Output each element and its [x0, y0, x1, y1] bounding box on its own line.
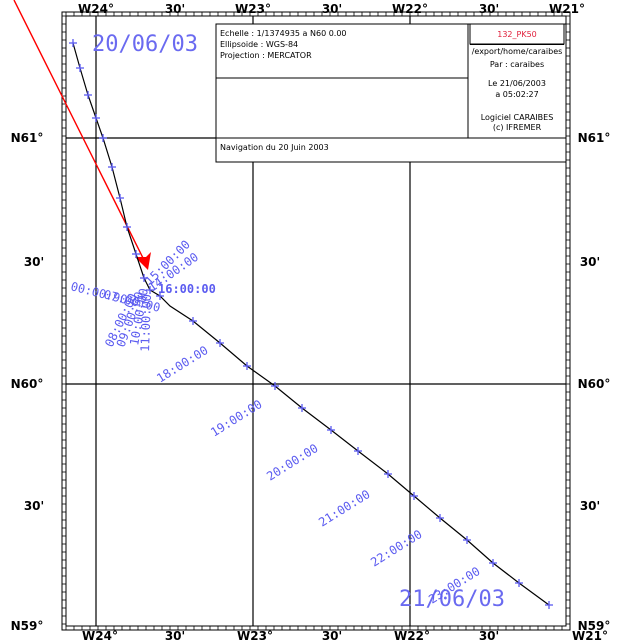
- copyright-text: (c) IFREMER: [493, 123, 542, 132]
- time-label-2100: 21:00:00: [316, 487, 372, 530]
- time-label-2200: 22:00:00: [368, 527, 424, 570]
- bottom-label-w22: W22°: [394, 629, 430, 642]
- bottom-label-30b: 30': [322, 629, 342, 642]
- right-label-n61: N61°: [578, 131, 611, 145]
- frame-ticks: [62, 12, 570, 630]
- right-label-30a: 30': [580, 255, 600, 269]
- bottom-label-w21: W21°: [572, 629, 608, 642]
- end-date-label: 21/06/03: [399, 587, 505, 612]
- left-label-n61: N61°: [11, 131, 44, 145]
- right-label-30b: 30': [580, 499, 600, 513]
- top-label-w22: W22°: [392, 2, 428, 16]
- export-path-text: /export/home/caraibes: [472, 47, 563, 56]
- left-label-n59: N59°: [11, 619, 44, 633]
- scale-text: Echelle : 1/1374935 a N60 0.00: [220, 29, 347, 38]
- top-axis-labels: W24° 30' W23° 30' W22° 30' W21°: [78, 2, 585, 16]
- bottom-label-30a: 30': [165, 629, 185, 642]
- left-label-n60: N60°: [11, 377, 44, 391]
- top-label-30c: 30': [479, 2, 499, 16]
- map-frame: [61, 11, 571, 631]
- left-axis-labels: N61° 30' N60° 30' N59°: [11, 131, 45, 633]
- time-label-1500: 16:00:00: [158, 282, 216, 296]
- start-date-label: 20/06/03: [92, 32, 198, 57]
- date-text: Le 21/06/2003: [488, 79, 546, 88]
- track-markers: [69, 39, 553, 609]
- bottom-label-w24: W24°: [82, 629, 118, 642]
- bottom-axis-labels: W24° 30' W23° 30' W22° 30' W21°: [82, 629, 608, 642]
- file-id-text: 132_PK50: [497, 30, 537, 39]
- top-label-w21: W21°: [549, 2, 585, 16]
- top-label-w23: W23°: [235, 2, 271, 16]
- top-label-30a: 30': [165, 2, 185, 16]
- time-label-1800: 18:00:00: [154, 343, 210, 386]
- ship-track: [69, 39, 553, 609]
- right-axis-labels: N61° 30' N60° 30' N59°: [578, 131, 611, 633]
- bottom-label-w23: W23°: [237, 629, 273, 642]
- time-label-2000: 20:00:00: [264, 441, 320, 484]
- author-text: Par : caraibes: [490, 60, 544, 69]
- red-arrow: [13, 0, 151, 270]
- info-box: Echelle : 1/1374935 a N60 0.00 Ellipsoid…: [215, 23, 567, 163]
- left-label-30b: 30': [24, 499, 44, 513]
- navigation-text: Navigation du 20 Juin 2003: [220, 143, 329, 152]
- right-label-n59: N59°: [578, 619, 611, 633]
- ellipsoid-text: Ellipsoide : WGS-84: [220, 40, 298, 49]
- top-label-30b: 30': [322, 2, 342, 16]
- time-label-1900: 19:00:00: [208, 397, 264, 440]
- left-label-30a: 30': [24, 255, 44, 269]
- software-text: Logiciel CARAIBES: [481, 113, 554, 122]
- projection-text: Projection : MERCATOR: [220, 51, 312, 60]
- arrow-head: [135, 252, 151, 270]
- top-label-w24: W24°: [78, 2, 114, 16]
- time-text: a 05:02:27: [495, 90, 538, 99]
- right-label-n60: N60°: [578, 377, 611, 391]
- bottom-label-30c: 30': [479, 629, 499, 642]
- time-label-cluster-8: 11:00:00: [138, 294, 154, 352]
